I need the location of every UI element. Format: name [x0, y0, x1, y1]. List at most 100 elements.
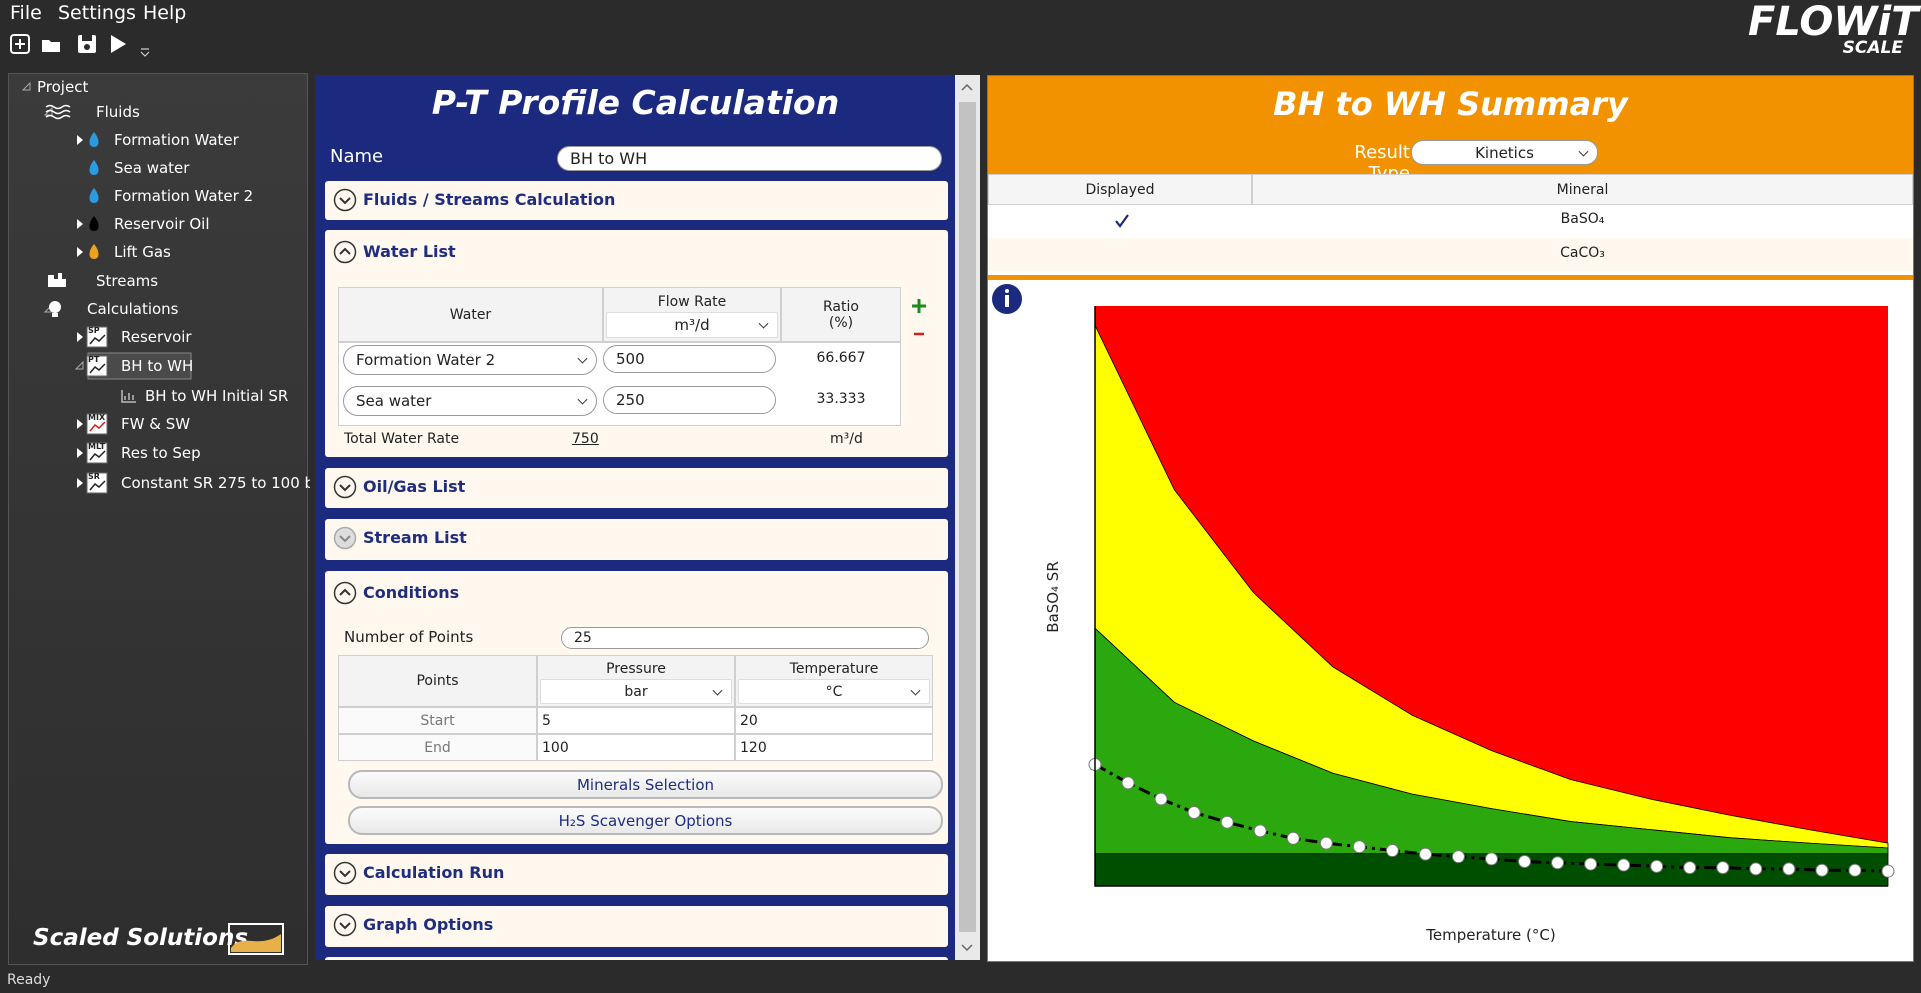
tree-item[interactable]: Reservoir Oil — [114, 215, 210, 233]
tree-item[interactable]: Res to Sep — [121, 444, 201, 462]
collapse-icon[interactable] — [333, 240, 357, 264]
collapse-arrow[interactable] — [74, 360, 84, 370]
flow-rate-input[interactable]: 500 — [603, 345, 776, 373]
status-bar: Ready — [7, 972, 51, 988]
fluids-section[interactable]: Fluids / Streams Calculation — [325, 181, 948, 220]
sr-point[interactable] — [1319, 836, 1333, 850]
sr-point[interactable] — [1716, 861, 1730, 875]
total-value: 750 — [572, 431, 599, 447]
sr-point[interactable] — [1485, 852, 1498, 866]
menu-settings[interactable]: Settings — [58, 2, 136, 24]
expand-arrow[interactable] — [77, 219, 83, 229]
expand-arrow[interactable] — [77, 478, 83, 488]
save-button[interactable] — [78, 35, 96, 53]
collapse-icon[interactable] — [333, 581, 357, 605]
toolbar-more[interactable] — [140, 48, 150, 57]
tree-item[interactable]: BH to WH Initial SR — [145, 387, 288, 405]
water-dropdown[interactable]: Sea water — [343, 386, 597, 416]
expand-arrow[interactable] — [77, 419, 83, 429]
tree-item[interactable]: Reservoir — [121, 328, 192, 346]
sr-point[interactable] — [1154, 792, 1168, 806]
tree-item[interactable]: Fluids — [96, 103, 140, 121]
open-button[interactable] — [42, 40, 60, 52]
h2s-scavenger-button[interactable]: H₂S Scavenger Options — [348, 806, 943, 835]
menu-file[interactable]: File — [10, 2, 42, 24]
calc-icon-line — [89, 363, 106, 374]
sr-point[interactable] — [1551, 856, 1565, 870]
points-input[interactable]: 25 — [561, 627, 929, 649]
tree-item[interactable]: Sea water — [114, 159, 190, 177]
tree-item[interactable]: Formation Water — [114, 131, 240, 149]
name-input[interactable]: BH to WH — [557, 146, 942, 171]
tree-item[interactable]: Formation Water 2 — [114, 187, 253, 205]
sr-point[interactable] — [1121, 776, 1135, 790]
tree-item[interactable]: Streams — [96, 272, 158, 290]
displayed-check[interactable] — [1114, 214, 1130, 228]
tree-item[interactable]: Constant SR 275 to 100 bar — [121, 474, 310, 492]
new-button[interactable] — [10, 34, 30, 54]
tree-item[interactable]: Project — [37, 78, 88, 96]
expand-arrow[interactable] — [77, 247, 83, 257]
expand-icon — [333, 475, 357, 499]
expand-arrow[interactable] — [77, 448, 83, 458]
conditions-section: Conditions Number of Points 25 Points Pr… — [325, 571, 948, 844]
sr-point[interactable] — [1584, 857, 1598, 871]
sr-point[interactable] — [1617, 858, 1631, 872]
collapse-arrow[interactable] — [21, 81, 31, 91]
flow-rate-input[interactable]: 250 — [603, 386, 776, 414]
run-button[interactable] — [111, 35, 126, 53]
end-temperature[interactable]: 120 — [735, 734, 933, 761]
menu-help[interactable]: Help — [143, 2, 187, 24]
sr-point[interactable] — [1782, 862, 1796, 876]
scrollbar[interactable] — [955, 75, 980, 960]
tree-item[interactable]: Lift Gas — [114, 243, 171, 261]
sr-point[interactable] — [1253, 824, 1267, 838]
sr-chart: BaSO₄ SR Temperature (°C) — [992, 284, 1895, 944]
calc-badge: PT — [88, 355, 100, 364]
flow-unit-dropdown[interactable]: m³/d — [606, 312, 778, 338]
header-ratio: Ratio (%) — [781, 287, 901, 342]
sr-point[interactable] — [1881, 864, 1895, 878]
start-temperature[interactable]: 20 — [735, 707, 933, 734]
sr-point[interactable] — [1385, 844, 1399, 858]
expand-arrow[interactable] — [77, 332, 83, 342]
company-brand: Scaled Solutions — [33, 925, 249, 951]
sr-point[interactable] — [1451, 850, 1465, 864]
sr-point[interactable] — [1518, 855, 1532, 869]
sr-point[interactable] — [1220, 815, 1234, 829]
sr-point[interactable] — [1848, 863, 1862, 877]
oil-gas-section[interactable]: Oil/Gas List — [325, 468, 948, 508]
graph-options-section[interactable]: Graph Options — [325, 906, 948, 947]
temperature-unit-dropdown[interactable]: °C — [738, 679, 930, 704]
tree-item[interactable]: BH to WH — [121, 357, 193, 375]
start-pressure[interactable]: 5 — [537, 707, 735, 734]
tree-item[interactable]: FW & SW — [121, 415, 190, 433]
sr-point[interactable] — [1749, 862, 1763, 876]
minerals-selection-button[interactable]: Minerals Selection — [348, 770, 943, 799]
fluids-icon — [45, 104, 71, 120]
info-icon[interactable] — [992, 284, 1022, 314]
expand-icon — [333, 526, 357, 550]
result-type-dropdown[interactable]: Kinetics — [1411, 140, 1598, 165]
mineral-row[interactable] — [988, 205, 1913, 238]
drop-icon — [89, 216, 99, 231]
expand-arrow[interactable] — [77, 135, 83, 145]
add-row[interactable] — [912, 299, 926, 313]
sr-point[interactable] — [1815, 863, 1829, 877]
sr-point[interactable] — [1352, 840, 1366, 854]
sr-point[interactable] — [1187, 806, 1201, 820]
sr-point[interactable] — [1418, 847, 1432, 861]
y-axis-label: BaSO₄ SR — [1044, 561, 1062, 633]
sr-point[interactable] — [1650, 859, 1664, 873]
stream-section[interactable]: Stream List — [325, 519, 948, 560]
sr-point[interactable] — [1286, 831, 1300, 845]
end-pressure[interactable]: 100 — [537, 734, 735, 761]
tree-item[interactable]: Calculations — [87, 300, 179, 318]
mineral-row[interactable] — [988, 238, 1913, 271]
calc-badge: SR — [88, 472, 100, 481]
calculation-run-section[interactable]: Calculation Run — [325, 854, 948, 895]
sr-point[interactable] — [1683, 861, 1697, 875]
water-dropdown[interactable]: Formation Water 2 — [343, 345, 597, 375]
bulb-icon — [49, 301, 61, 313]
pressure-unit-dropdown[interactable]: bar — [540, 679, 732, 704]
